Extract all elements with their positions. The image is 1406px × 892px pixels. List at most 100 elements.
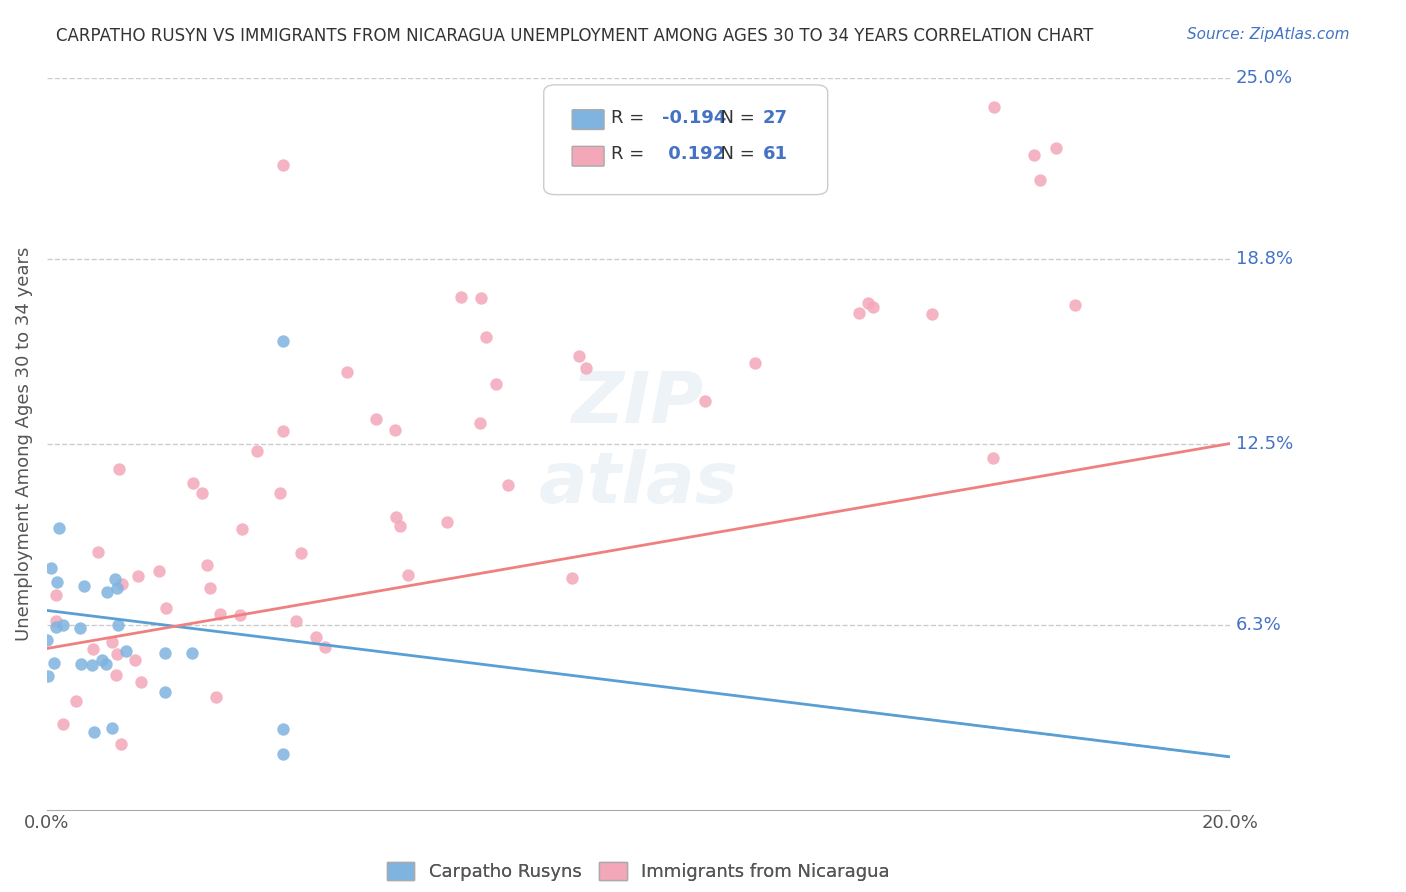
Text: -0.194: -0.194	[662, 109, 727, 127]
Point	[389, 518, 412, 533]
Text: 27: 27	[762, 109, 787, 127]
Point	[191, 486, 214, 500]
Point	[96, 657, 118, 672]
Point	[101, 721, 124, 735]
Text: N =: N =	[710, 109, 761, 127]
Point	[396, 568, 419, 582]
Point	[921, 307, 943, 321]
Point	[69, 621, 91, 635]
Point	[1029, 173, 1052, 187]
Point	[475, 330, 498, 344]
Point	[103, 572, 125, 586]
Point	[450, 290, 472, 304]
Point	[246, 444, 269, 458]
Point	[744, 356, 766, 370]
Text: 25.0%: 25.0%	[1236, 69, 1294, 87]
Point	[44, 656, 66, 670]
Point	[575, 361, 598, 376]
Text: 61: 61	[762, 145, 787, 163]
Point	[105, 581, 128, 595]
Point	[90, 652, 112, 666]
Point	[695, 393, 717, 408]
FancyBboxPatch shape	[572, 146, 605, 166]
FancyBboxPatch shape	[544, 85, 828, 194]
Point	[35, 632, 58, 647]
Point	[205, 690, 228, 704]
Point	[273, 334, 295, 348]
Point	[87, 545, 110, 559]
Point	[273, 747, 295, 762]
Text: 0.192: 0.192	[662, 145, 725, 163]
Text: Source: ZipAtlas.com: Source: ZipAtlas.com	[1187, 27, 1350, 42]
Y-axis label: Unemployment Among Ages 30 to 34 years: Unemployment Among Ages 30 to 34 years	[15, 246, 32, 640]
Point	[115, 643, 138, 657]
Point	[124, 652, 146, 666]
Point	[198, 581, 221, 595]
Point	[153, 646, 176, 660]
Text: 6.3%: 6.3%	[1236, 616, 1281, 634]
Point	[848, 306, 870, 320]
Point	[384, 423, 406, 437]
Point	[46, 575, 69, 590]
Point	[271, 424, 294, 438]
FancyBboxPatch shape	[572, 110, 605, 129]
Point	[195, 558, 218, 572]
Point	[231, 522, 253, 536]
Point	[1045, 141, 1067, 155]
Point	[48, 520, 70, 534]
Text: N =: N =	[710, 145, 761, 163]
Point	[52, 618, 75, 632]
Point	[470, 291, 492, 305]
Point	[273, 722, 295, 736]
Point	[856, 296, 879, 310]
Point	[568, 349, 591, 363]
Point	[385, 509, 408, 524]
Point	[127, 569, 149, 583]
Point	[314, 640, 336, 655]
Point	[45, 614, 67, 628]
Point	[229, 608, 252, 623]
Point	[65, 694, 87, 708]
Point	[52, 716, 75, 731]
Point	[468, 416, 491, 430]
Point	[485, 377, 508, 392]
Point	[269, 485, 291, 500]
Point	[96, 585, 118, 599]
Point	[290, 546, 312, 560]
Text: R =: R =	[612, 109, 650, 127]
Point	[70, 657, 93, 672]
Point	[181, 475, 204, 490]
Point	[305, 630, 328, 644]
Point	[364, 412, 387, 426]
Text: R =: R =	[612, 145, 650, 163]
Text: 18.8%: 18.8%	[1236, 250, 1292, 268]
Point	[37, 669, 59, 683]
Point	[107, 617, 129, 632]
Point	[131, 674, 153, 689]
Point	[39, 561, 62, 575]
Point	[181, 646, 204, 660]
Point	[44, 588, 66, 602]
Point	[273, 158, 295, 172]
Point	[100, 635, 122, 649]
Point	[155, 601, 177, 615]
Point	[108, 462, 131, 476]
Point	[82, 642, 104, 657]
Point	[336, 365, 359, 379]
Point	[153, 685, 176, 699]
Point	[436, 515, 458, 529]
Point	[496, 477, 519, 491]
Point	[1064, 298, 1087, 312]
Point	[561, 571, 583, 585]
Point	[110, 737, 132, 751]
Point	[80, 658, 103, 673]
Point	[862, 300, 884, 314]
Legend: Carpatho Rusyns, Immigrants from Nicaragua: Carpatho Rusyns, Immigrants from Nicarag…	[380, 855, 897, 888]
Point	[148, 564, 170, 578]
Point	[83, 725, 105, 739]
Point	[1022, 148, 1045, 162]
Point	[107, 647, 129, 661]
Point	[111, 577, 134, 591]
Point	[284, 614, 307, 628]
Text: 12.5%: 12.5%	[1236, 434, 1294, 452]
